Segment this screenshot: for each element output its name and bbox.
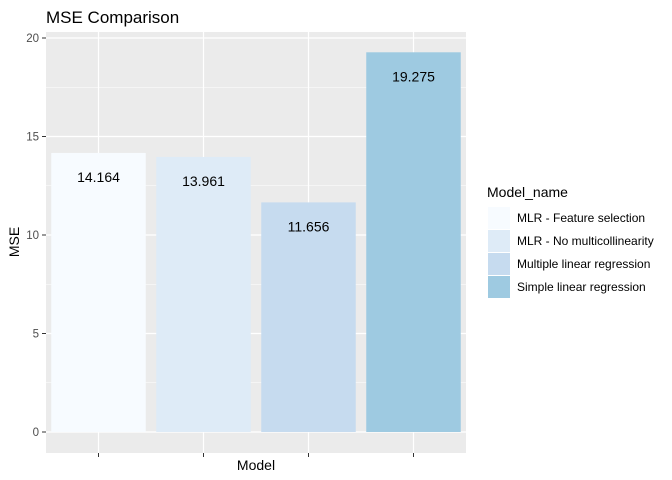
legend-label: Multiple linear regression (517, 257, 650, 271)
x-axis-title: Model (237, 457, 275, 473)
bar-value-label: 11.656 (288, 218, 330, 234)
bar-value-label: 13.961 (182, 173, 225, 189)
y-tick-label: 10 (26, 230, 39, 242)
bar-4 (366, 52, 461, 432)
legend-swatch (488, 230, 510, 252)
legend-title: Model_name (487, 184, 568, 200)
y-tick-label: 5 (33, 329, 39, 341)
bar-1 (51, 152, 146, 433)
bar-value-label: 14.164 (77, 169, 120, 185)
legend-label: Simple linear regression (517, 280, 646, 294)
legend-swatch (488, 276, 510, 298)
legend-label: MLR - No multicollinearity (517, 234, 654, 248)
bars (51, 52, 461, 433)
y-tick-label: 15 (26, 132, 39, 144)
y-tick-label: 20 (26, 33, 39, 45)
y-axis-title: MSE (6, 227, 22, 257)
legend-label: MLR - Feature selection (517, 211, 645, 225)
legend-items: MLR - Feature selection MLR - No multicol… (488, 207, 654, 298)
chart-title: MSE Comparison (46, 8, 179, 27)
bar-3 (261, 202, 356, 432)
data-labels: 14.164 13.961 11.656 19.275 (77, 68, 435, 234)
bar-value-label: 19.275 (392, 68, 435, 84)
legend-swatch (488, 207, 510, 229)
y-tick-label: 0 (33, 427, 39, 439)
bar-2 (156, 156, 251, 432)
y-axis: 0 5 10 15 20 (26, 33, 46, 439)
legend-swatch (488, 253, 510, 275)
x-axis (98, 453, 414, 457)
